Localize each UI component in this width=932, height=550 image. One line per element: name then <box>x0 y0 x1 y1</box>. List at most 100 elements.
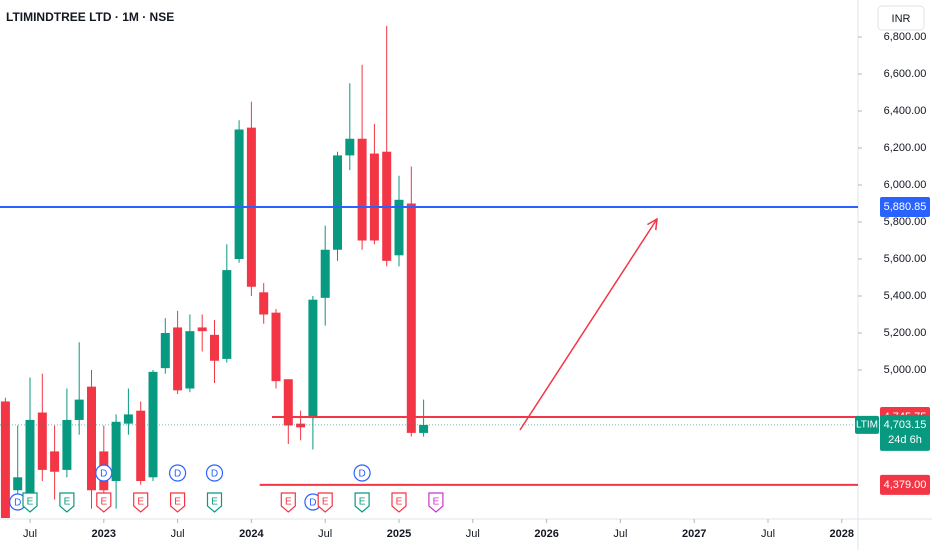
y-tick-label: 6,400.00 <box>884 105 927 117</box>
candle-body <box>87 386 96 491</box>
trend-arrow <box>519 219 657 431</box>
candle-body <box>419 424 429 433</box>
event-label: E <box>322 497 329 508</box>
event-label: D <box>309 498 316 509</box>
dividend-marker[interactable] <box>205 464 224 482</box>
earnings-marker <box>317 492 333 513</box>
x-tick-label: Jul <box>171 528 185 540</box>
y-tick-label: 6,200.00 <box>884 142 927 154</box>
plot <box>0 25 429 518</box>
y-tick-label: 5,200.00 <box>884 327 927 339</box>
x-tick-label: Jul <box>466 528 480 540</box>
candle-body <box>37 412 47 470</box>
candle-body <box>74 399 84 420</box>
candle-body <box>320 249 330 298</box>
earnings-marker <box>133 492 149 513</box>
candle-body <box>357 138 367 241</box>
candle-body <box>111 421 121 481</box>
candle-body <box>345 138 355 156</box>
earnings-marker <box>354 492 370 513</box>
earnings-marker <box>59 492 75 513</box>
event-label: E <box>100 497 107 508</box>
x-tick-label: Jul <box>613 528 627 540</box>
candle-body <box>283 379 293 426</box>
candle-body <box>333 155 342 250</box>
candle-body <box>271 312 281 382</box>
x-tick-label: Jul <box>318 528 332 540</box>
dividend-marker[interactable] <box>169 464 187 482</box>
event-label: E <box>64 497 71 508</box>
y-tick-label: 6,800.00 <box>884 31 927 43</box>
candle-body <box>308 299 318 419</box>
x-tick-label: 2026 <box>534 528 558 540</box>
candle-body <box>296 423 306 428</box>
y-tick-label: 5,600.00 <box>884 253 927 265</box>
candle-body <box>13 477 23 491</box>
y-tick-label: 5,800.00 <box>884 216 927 228</box>
earnings-marker <box>170 492 186 513</box>
event-label: D <box>358 469 365 480</box>
candle-body <box>406 203 416 433</box>
last-price-box <box>880 414 930 451</box>
candle-body <box>50 451 60 472</box>
event-label: E <box>27 497 34 508</box>
dividend-marker[interactable] <box>353 464 371 482</box>
event-label: E <box>433 497 440 508</box>
candle-body <box>234 129 244 259</box>
x-tick-label: Jul <box>761 528 775 540</box>
candle-body <box>136 410 146 481</box>
y-tick-label: 5,000.00 <box>884 364 927 376</box>
candle-body <box>62 419 72 470</box>
event-label: D <box>174 469 181 480</box>
x-tick-label: 2025 <box>387 528 411 540</box>
price-label: 4,379.00 <box>884 479 927 491</box>
candle-body <box>222 270 232 359</box>
x-tick-label: 2028 <box>830 528 854 540</box>
price-axis <box>858 0 932 550</box>
earnings-marker <box>22 492 38 513</box>
candle-body <box>160 333 170 369</box>
event-label: E <box>174 497 181 508</box>
event-label: E <box>137 497 144 508</box>
currency-button[interactable] <box>877 5 925 31</box>
symbol-label: LTIM <box>856 420 878 431</box>
y-tick-label: 6,000.00 <box>884 179 927 191</box>
earnings-marker <box>96 492 112 513</box>
candle-body <box>185 331 195 389</box>
event-label: E <box>285 497 292 508</box>
price-label-box <box>880 197 930 218</box>
candle-body <box>210 334 219 361</box>
candle-body <box>369 153 379 241</box>
event-label: E <box>211 497 218 508</box>
x-tick-label: 2027 <box>682 528 706 540</box>
chart-title: LTIMINDTREE LTD · 1M · NSE <box>6 10 174 24</box>
symbol-box <box>855 415 879 434</box>
candle-body <box>123 414 133 424</box>
x-tick-label: Jul <box>23 528 37 540</box>
earnings-marker <box>428 492 444 513</box>
candle-body <box>173 327 183 391</box>
countdown: 24d 6h <box>888 434 922 446</box>
event-label: E <box>359 497 366 508</box>
last-price-label: 4,703.15 <box>884 419 927 431</box>
candle-body <box>197 327 207 332</box>
candle-body <box>259 292 269 315</box>
price-label: 5,880.85 <box>884 201 927 213</box>
event-label: D <box>14 498 21 509</box>
earnings-marker <box>391 492 407 513</box>
candle-body <box>394 199 404 256</box>
event-label: D <box>211 469 218 480</box>
candle-body <box>0 401 10 518</box>
event-label: D <box>100 469 107 480</box>
price-label-box <box>880 474 930 495</box>
candle-body <box>25 419 35 496</box>
dividend-marker[interactable] <box>95 464 113 482</box>
x-tick-label: 2024 <box>239 528 264 540</box>
y-tick-label: 5,400.00 <box>884 290 927 302</box>
y-tick-label: 6,600.00 <box>884 68 927 80</box>
earnings-marker <box>206 492 223 513</box>
earnings-marker <box>280 492 296 513</box>
x-tick-label: 2023 <box>92 528 116 540</box>
currency[interactable]: INR <box>892 13 911 25</box>
